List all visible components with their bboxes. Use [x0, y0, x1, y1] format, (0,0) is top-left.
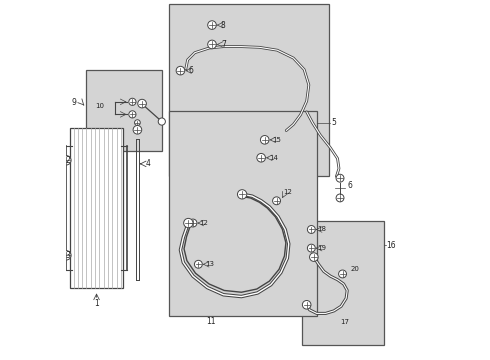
Circle shape [195, 260, 202, 268]
Text: 12: 12 [283, 189, 292, 195]
Circle shape [310, 253, 318, 261]
Bar [86, 69, 162, 150]
Circle shape [135, 120, 140, 126]
Text: 19: 19 [317, 245, 326, 251]
Text: 6: 6 [348, 181, 353, 190]
Circle shape [339, 270, 346, 278]
Circle shape [158, 118, 166, 125]
Text: 13: 13 [205, 261, 214, 267]
Circle shape [307, 226, 315, 233]
Text: 12: 12 [199, 220, 208, 226]
Circle shape [208, 21, 216, 30]
Text: 18: 18 [317, 226, 326, 233]
Text: 8: 8 [221, 21, 226, 30]
Text: 14: 14 [269, 155, 278, 161]
Text: 9: 9 [72, 98, 76, 107]
Circle shape [257, 153, 266, 162]
Bar [70, 128, 123, 288]
Text: 5: 5 [331, 118, 336, 127]
Circle shape [62, 156, 71, 165]
Circle shape [129, 98, 136, 105]
Text: 3: 3 [66, 251, 71, 260]
Text: 16: 16 [387, 241, 396, 250]
Circle shape [260, 135, 269, 144]
Circle shape [208, 40, 216, 49]
Circle shape [176, 66, 185, 75]
Circle shape [189, 219, 197, 227]
Bar [302, 221, 384, 345]
Text: 4: 4 [146, 159, 150, 168]
Bar [169, 111, 317, 316]
Circle shape [238, 190, 247, 199]
Circle shape [129, 111, 136, 118]
Circle shape [184, 219, 193, 228]
Circle shape [272, 197, 280, 205]
Text: 20: 20 [351, 266, 360, 272]
Text: 2: 2 [66, 156, 71, 165]
Text: 6: 6 [188, 66, 193, 75]
Text: 15: 15 [272, 137, 281, 143]
Text: 7: 7 [221, 40, 226, 49]
Circle shape [336, 174, 344, 182]
Text: 10: 10 [95, 103, 104, 109]
Text: 11: 11 [206, 317, 216, 326]
Bar [169, 4, 329, 176]
Text: 17: 17 [340, 319, 349, 325]
Circle shape [133, 126, 142, 134]
Circle shape [62, 251, 71, 260]
Text: 1: 1 [94, 299, 99, 308]
Circle shape [336, 194, 344, 202]
Circle shape [138, 99, 147, 108]
Circle shape [307, 244, 315, 252]
Circle shape [302, 301, 311, 309]
